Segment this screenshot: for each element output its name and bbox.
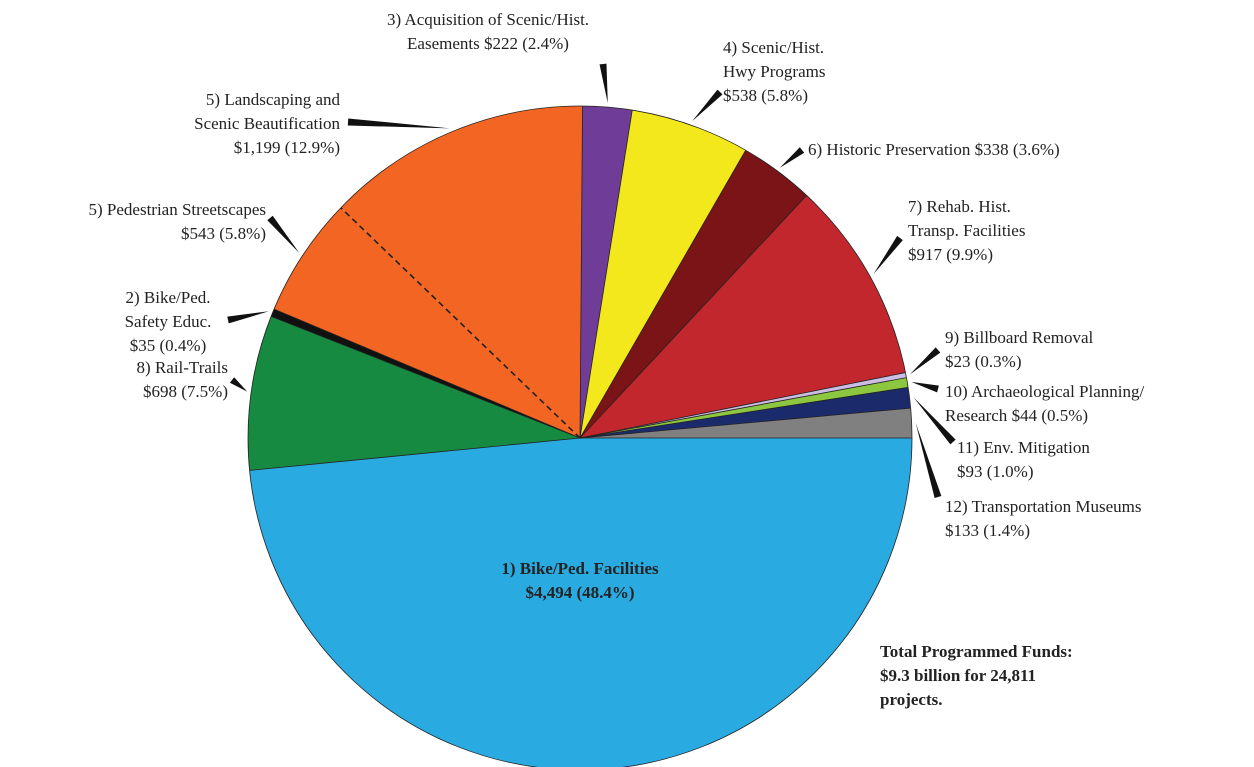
slice-divider [579,110,633,439]
value-label: $222 (2.4%) [483,34,569,53]
label-pointer [347,118,450,129]
pie-slice [580,195,906,438]
value-label: $698 (7.5%) [143,382,228,401]
category-label: 5) Landscaping and Scenic Beautification [194,90,340,133]
value-label: $543 (5.8%) [181,224,266,243]
label-pointer [692,89,723,122]
value-label: $133 (1.4%) [945,521,1030,540]
slice-divider [579,372,906,439]
slice-divider [270,316,581,439]
slice-divider [579,150,746,439]
slice-divider [579,386,909,439]
value-label: $35 (0.4%) [129,336,207,355]
slice-label: 2) Bike/Ped. Safety Educ. $35 (0.4%) [118,286,218,358]
slice-divider [273,308,581,439]
category-label: 9) Billboard Removal [945,328,1094,347]
label-pointer [873,235,903,275]
slice-label: 4) Scenic/Hist. Hwy Programs $538 (5.8%) [723,36,843,108]
category-label: 12) Transportation Museums [945,497,1142,516]
slice-label: 6) Historic Preservation $338 (3.6%) [808,138,1208,162]
value-label: $538 (5.8%) [723,86,808,105]
category-label: 5) Pedestrian Streetscapes [88,200,267,219]
label-pointer [229,377,248,392]
label-pointer [227,311,269,324]
slice-label: 3) Acquisition of Scenic/Hist. Easements… [368,8,608,56]
label-pointer [909,347,941,375]
label-pointer [915,422,942,499]
label-pointer [267,215,300,254]
value-label: $93 (1.0%) [957,462,1034,481]
slice-label: 11) Env. Mitigation $93 (1.0%) [957,436,1157,484]
slice-divider [579,377,907,439]
slice-divider [579,407,911,439]
slice-label: 9) Billboard Removal $23 (0.3%) [945,326,1145,374]
slice-divider [579,195,807,439]
pie-slice [580,110,746,438]
pie-slice [340,105,583,438]
pie-outline [247,105,913,767]
label-pointer [913,397,956,445]
slice-label: 10) Archaeological Planning/ Research $4… [945,380,1175,428]
slice-label: 12) Transportation Museums $133 (1.4%) [945,495,1175,543]
slice-divider [249,437,581,471]
value-label: $23 (0.3%) [945,352,1022,371]
slice-label: 5) Landscaping and Scenic Beautification… [180,88,340,160]
slice-label: 7) Rehab. Hist. Transp. Facilities $917 (… [908,195,1043,267]
total-note: Total Programmed Funds: $9.3 billion for… [880,642,1073,709]
value-label: $338 (3.6%) [974,140,1060,159]
slice-divider [340,207,581,439]
slice-label: 5) Pedestrian Streetscapes $543 (5.8%) [66,198,267,246]
category-label: 6) Historic Preservation [808,140,971,159]
slice-label: 1) Bike/Ped. Facilities $4,494 (48.4%) [430,557,730,605]
category-label: 8) Rail-Trails [136,358,228,377]
label-pointer [599,63,608,104]
pie-slice [247,316,580,471]
category-label: 2) Bike/Ped. Safety Educ. [124,288,212,331]
slice-label: 8) Rail-Trails $698 (7.5%) [78,356,228,404]
pie-slice [580,150,807,438]
label-pointer [911,381,939,393]
label-pointer [779,147,805,168]
pie-slice [274,207,580,438]
category-label: 11) Env. Mitigation [957,438,1090,457]
value-label: $917 (9.9%) [908,245,993,264]
category-label: 7) Rehab. Hist. Transp. Facilities [908,197,1026,240]
category-label: 1) Bike/Ped. Facilities [501,559,659,578]
slice-divider [579,106,583,439]
category-label: 4) Scenic/Hist. Hwy Programs [723,38,826,81]
pie-slice [249,438,912,767]
category-label: 3) Acquisition of Scenic/Hist. Easements [386,10,590,53]
value-label: $4,494 (48.4%) [525,583,635,602]
value-label: $1,199 (12.9%) [233,138,340,157]
value-label: $44 (0.5%) [1011,406,1089,425]
category-label: 10) Archaeological Planning/ Research [945,382,1145,425]
